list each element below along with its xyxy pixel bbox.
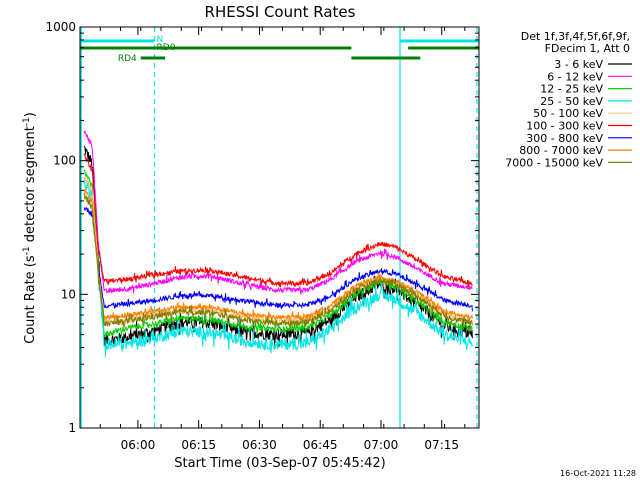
y-tick-label-1: 10 — [61, 287, 76, 301]
series-lines — [83, 130, 473, 358]
x-axis-ticks: 06:00 06:15 06:30 06:45 07:00 07:15 — [79, 27, 466, 452]
x-tick-label-2: 06:30 — [242, 438, 277, 452]
series-line-0 — [83, 145, 473, 349]
legend-label-5: 100 - 300 keV — [526, 120, 603, 133]
state-bar-3-0 — [140, 56, 166, 60]
state-bar-2-0 — [351, 56, 421, 60]
series-line-1 — [83, 130, 473, 295]
state-bar-label-0: N — [157, 35, 164, 45]
legend-label-3: 25 - 50 keV — [540, 95, 603, 108]
y-tick-label-0: 1 — [68, 421, 76, 435]
series-line-2 — [83, 169, 473, 338]
legend-title-line2: FDecim 1, Att 0 — [545, 42, 630, 55]
state-bar-0-0 — [80, 39, 155, 43]
x-tick-label-5: 07:15 — [424, 438, 459, 452]
legend-label-7: 800 - 7000 keV — [519, 144, 603, 157]
y-axis-label: Count Rate (s-1 detector segment-1) — [22, 112, 38, 344]
legend-label-0: 3 - 6 keV — [554, 58, 603, 71]
state-bar-1-0 — [80, 46, 352, 50]
footer-timestamp: 16-Oct-2021 11:28 — [560, 469, 636, 478]
legend-title-line1: Det 1f,3f,4f,5f,6f,9f, — [521, 30, 630, 43]
legend-label-8: 7000 - 15000 keV — [505, 156, 603, 169]
state-bar-label-3: RD4 — [118, 54, 137, 64]
series-line-6 — [83, 207, 473, 312]
x-tick-label-1: 06:15 — [181, 438, 216, 452]
x-tick-label-4: 07:00 — [364, 438, 399, 452]
series-line-8 — [83, 192, 473, 330]
x-tick-label-0: 06:00 — [121, 438, 156, 452]
legend-label-6: 300 - 800 keV — [526, 132, 603, 145]
state-bar-1-1 — [408, 46, 479, 50]
y-tick-label-3: 1000 — [45, 20, 76, 34]
state-bar-label-1: RD0 — [157, 43, 176, 53]
y-axis-ticks: 1 10 100 1000 — [45, 20, 479, 435]
series-line-7 — [83, 188, 473, 323]
plot-frame — [79, 26, 480, 429]
vertical-markers — [80, 27, 478, 428]
x-tick-label-3: 06:45 — [303, 438, 338, 452]
series-line-3 — [83, 179, 473, 358]
legend-label-1: 6 - 12 keV — [547, 70, 603, 83]
series-line-5 — [83, 152, 473, 288]
legend-label-2: 12 - 25 keV — [540, 83, 603, 96]
legend: Det 1f,3f,4f,5f,6f,9f, FDecim 1, Att 0 3… — [505, 30, 632, 169]
state-bar-0-1 — [400, 39, 479, 43]
y-tick-label-2: 100 — [53, 154, 76, 168]
legend-label-4: 50 - 100 keV — [533, 107, 603, 120]
x-axis-label: Start Time (03-Sep-07 05:45:42) — [174, 456, 385, 471]
chart-title: RHESSI Count Rates — [205, 3, 356, 21]
